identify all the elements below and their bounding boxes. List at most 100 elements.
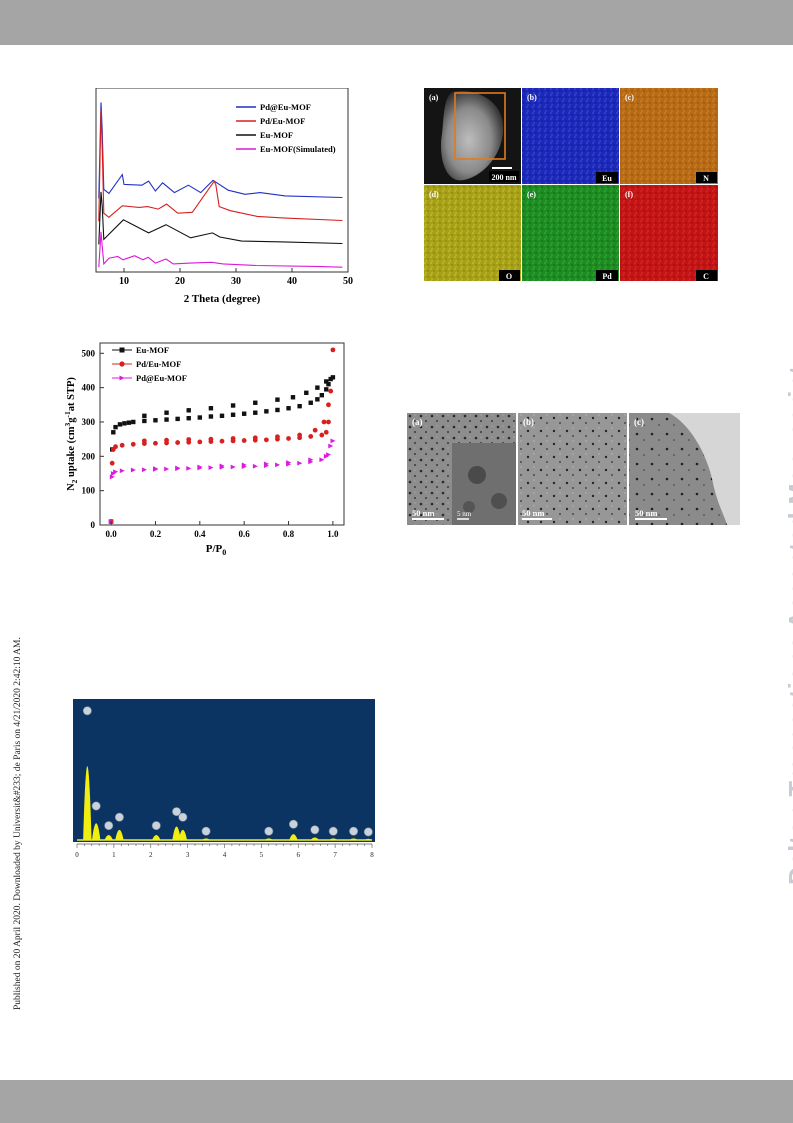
isotherm-point-eu-mof: [175, 416, 180, 422]
isotherm-y-axis-label: N2 uptake (cm3g-1at STP): [63, 377, 79, 491]
eds-peak-marker: [264, 826, 274, 836]
xrd-series-line: [98, 102, 343, 199]
xrd-legend-entry: Pd@Eu-MOF: [260, 102, 311, 112]
accepted-manuscript-watermark: Dalton Transactions Accepted Manuscript: [785, 365, 793, 885]
mapping-panel-a: (a) 200 nm: [424, 88, 521, 184]
isotherm-point-eu-mof: [253, 400, 258, 405]
tem-panel-b: (b) 50 nm: [518, 413, 627, 525]
mapping-panel-d: (d) O: [424, 185, 521, 281]
eds-x-tick-label: 0: [75, 851, 79, 859]
eds-peak-marker: [178, 812, 188, 822]
xrd-x-tick-label: 30: [231, 276, 241, 287]
eds-peak: [172, 826, 181, 840]
isotherm-point-pd-eu-mof: [186, 437, 192, 442]
isotherm-point-eu-mof: [304, 390, 309, 395]
panel-a-letter: (a): [429, 93, 439, 102]
tem-panel-c-letter: (c): [634, 417, 644, 427]
isotherm-point-eu-mof: [142, 413, 147, 418]
tem-panel-b-scale: 50 nm: [522, 508, 544, 518]
isotherm-x-tick-label: 0.6: [239, 529, 251, 539]
isotherm-y-tick-label: 500: [82, 348, 96, 358]
isotherm-point-pd-at-eu-mof: [141, 467, 147, 473]
mapping-panel-c: (c) N: [620, 88, 718, 184]
isotherm-point-eu-mof: [131, 419, 136, 425]
isotherm-point-pd-eu-mof: [321, 419, 327, 425]
isotherm-point-pd-eu-mof: [175, 440, 181, 445]
isotherm-point-pd-eu-mof: [130, 441, 136, 447]
isotherm-y-tick-label: 200: [82, 451, 96, 461]
isotherm-point-pd-at-eu-mof: [175, 465, 181, 471]
isotherm-point-eu-mof: [142, 418, 147, 424]
xrd-x-tick-label: 10: [119, 276, 129, 287]
xrd-x-tick-label: 50: [343, 276, 353, 287]
isotherm-point-eu-mof: [297, 403, 302, 409]
eds-x-tick-label: 2: [149, 851, 153, 859]
xrd-series-line: [98, 231, 343, 268]
mapping-panel-b: (b) Eu: [522, 88, 619, 184]
isotherm-point-pd-at-eu-mof: [130, 467, 136, 473]
isotherm-point-pd-eu-mof: [208, 436, 214, 442]
isotherm-point-pd-at-eu-mof: [297, 460, 303, 466]
isotherm-point-pd-eu-mof: [326, 419, 331, 425]
eds-x-tick-label: 4: [223, 851, 227, 859]
isotherm-point-pd-at-eu-mof: [219, 463, 225, 469]
eds-spectrum-chart: 0 1 2 3 4 5 6 7 8: [73, 699, 375, 859]
eds-peak-marker: [91, 801, 101, 811]
elemental-mapping-figure: (a) 200 nm (b) Eu (c) N (d) O (e) Pd (f)…: [424, 88, 718, 281]
eds-peak-marker: [82, 706, 92, 716]
hrtem-inset: [452, 443, 516, 525]
isotherm-point-pd-at-eu-mof: [330, 438, 336, 444]
isotherm-x-tick-label: 0.4: [194, 529, 206, 539]
isotherm-point-pd-at-eu-mof: [263, 461, 269, 467]
eds-peak-marker: [310, 825, 320, 835]
isotherm-point-eu-mof: [286, 406, 291, 411]
isotherm-point-pd-eu-mof: [323, 429, 329, 435]
isotherm-point-pd-at-eu-mof: [323, 453, 329, 459]
tem-panel-a: (a) 50 nm 5 nm: [407, 413, 516, 525]
isotherm-point-pd-at-eu-mof: [286, 460, 292, 465]
isotherm-point-pd-eu-mof: [113, 444, 118, 450]
xrd-chart: Pd@Eu-MOF Pd/Eu-MOF Eu-MOF Eu-MOF(Simulated…: [95, 88, 353, 305]
isotherm-point-pd-eu-mof: [230, 436, 236, 441]
tem-panel-a-scale: 50 nm: [412, 508, 434, 518]
isotherm-point-pd-eu-mof: [109, 460, 115, 466]
isotherm-y-tick-label: 0: [91, 520, 96, 530]
eds-peak: [152, 834, 161, 840]
isotherm-point-pd-at-eu-mof: [252, 463, 258, 469]
isotherm-point-eu-mof: [264, 409, 269, 414]
isotherm-point-pd-at-eu-mof: [328, 443, 334, 449]
isotherm-point-pd-eu-mof: [252, 435, 258, 441]
eds-x-tick-label: 7: [333, 851, 337, 859]
isotherm-point-eu-mof: [197, 415, 203, 420]
isotherm-point-eu-mof: [153, 418, 158, 423]
isotherm-point-eu-mof: [326, 382, 331, 387]
isotherm-point-pd-eu-mof: [275, 434, 280, 440]
eds-peak: [289, 834, 298, 840]
isotherm-point-pd-eu-mof: [119, 442, 125, 448]
isotherm-point-pd-eu-mof: [263, 437, 269, 443]
isotherm-point-eu-mof: [253, 410, 258, 415]
isotherm-point-eu-mof: [315, 397, 320, 402]
isotherm-point-eu-mof: [275, 397, 280, 402]
x-label-main: P/P: [206, 543, 223, 555]
xrd-legend-entry: Eu-MOF(Simulated): [260, 144, 336, 154]
tem-panel-c: (c) 50 nm: [629, 413, 740, 525]
eds-x-tick-label: 1: [112, 851, 116, 859]
eds-peak: [178, 829, 188, 840]
isotherm-legend-marker: [119, 375, 125, 381]
isotherm-point-pd-at-eu-mof: [208, 465, 214, 471]
panel-f-letter: (f): [625, 190, 633, 199]
xrd-series-line: [98, 109, 343, 222]
publication-note: Published on 20 April 2020. Downloaded b…: [13, 637, 23, 1010]
isotherm-point-pd-eu-mof: [197, 439, 203, 445]
isotherm-point-pd-eu-mof: [164, 437, 169, 443]
isotherm-point-eu-mof: [328, 376, 333, 382]
mapping-panel-f: (f) C: [620, 185, 718, 281]
isotherm-x-tick-label: 1.0: [327, 529, 339, 539]
panel-c-element: N: [703, 174, 709, 183]
isotherm-x-axis-label: P/P0: [206, 543, 227, 557]
isotherm-point-eu-mof: [290, 395, 296, 400]
xrd-series-line: [98, 191, 343, 245]
isotherm-legend-marker: [119, 347, 125, 353]
isotherm-point-eu-mof: [275, 407, 280, 413]
